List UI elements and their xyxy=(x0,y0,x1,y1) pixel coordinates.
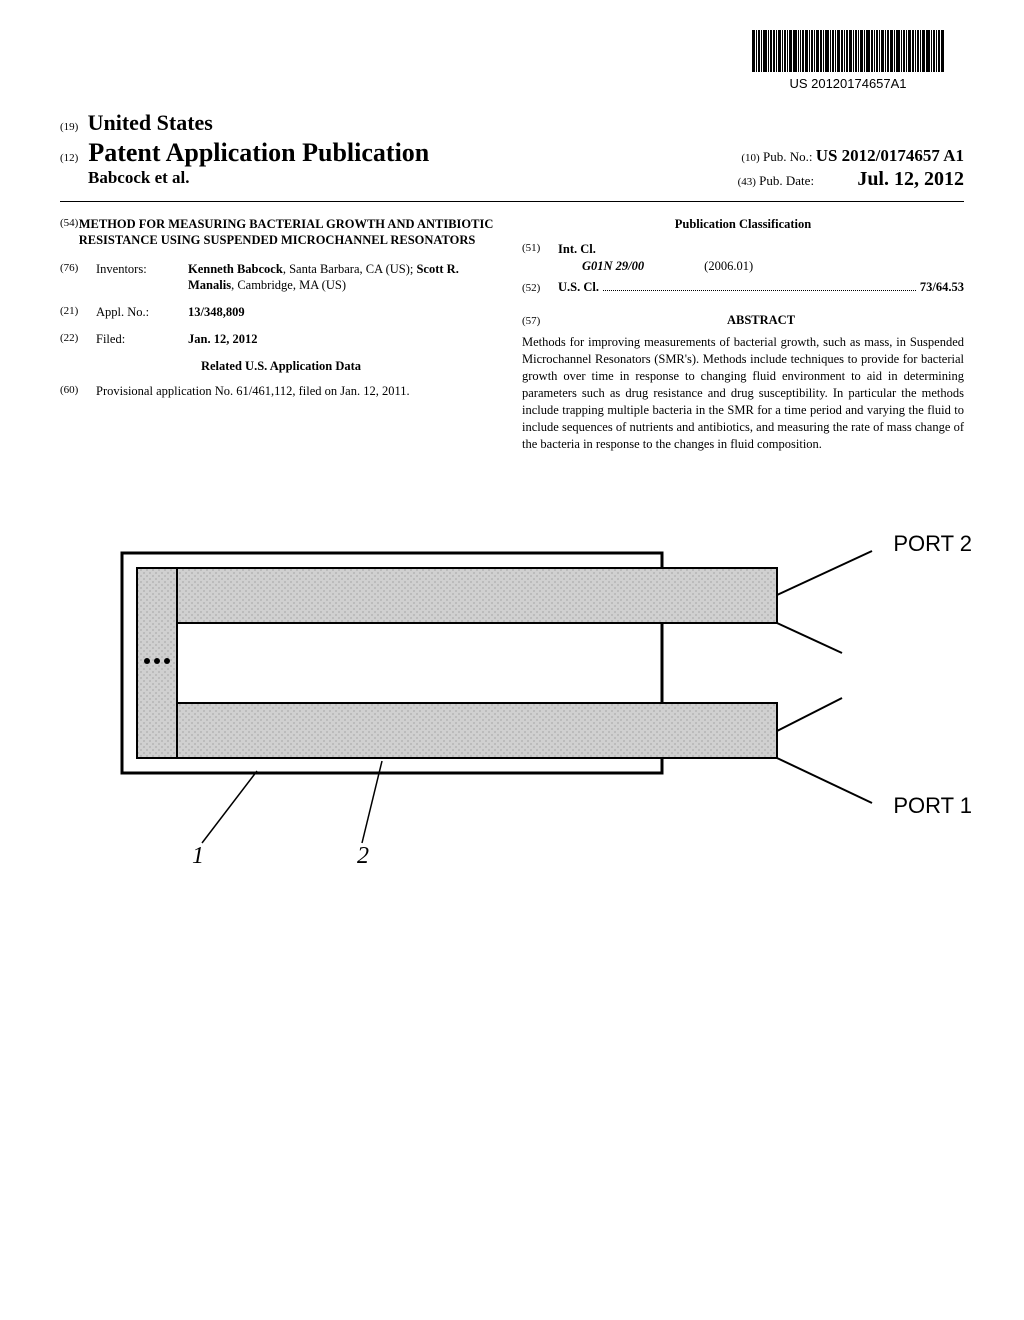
intl-num: (51) xyxy=(522,241,558,258)
two-column-body: (54) METHOD FOR MEASURING BACTERIAL GROW… xyxy=(60,216,964,453)
authors: Babcock et al. xyxy=(88,168,190,191)
abstract-num: (57) xyxy=(522,314,558,329)
pub-code: (12) xyxy=(60,152,78,164)
inventor-names: Kenneth Babcock, Santa Barbara, CA (US);… xyxy=(188,261,502,295)
invention-title: METHOD FOR MEASURING BACTERIAL GROWTH AN… xyxy=(79,216,502,249)
date-code: (43) xyxy=(738,176,756,188)
us-class-row: (52) U.S. Cl. 73/64.53 xyxy=(522,279,964,296)
barcode-graphic xyxy=(752,30,944,72)
abstract-body: Methods for improving measurements of ba… xyxy=(522,334,964,452)
country-code: (19) xyxy=(60,121,78,133)
filed-field: (22) Filed: Jan. 12, 2012 xyxy=(60,331,502,348)
country-line: (19) United States xyxy=(60,110,964,136)
intl-class-row: (51) Int. Cl. xyxy=(522,241,964,258)
port2-label: PORT 2 xyxy=(893,531,972,557)
intl-code: G01N 29/00 xyxy=(582,258,644,275)
related-text: Provisional application No. 61/461,112, … xyxy=(96,383,502,400)
pub-date: Jul. 12, 2012 xyxy=(857,168,964,190)
publication-line: (12) Patent Application Publication (10)… xyxy=(60,138,964,168)
intl-year: (2006.01) xyxy=(704,258,753,275)
appl-num-code: (21) xyxy=(60,304,96,321)
svg-text:1: 1 xyxy=(192,843,204,869)
related-header: Related U.S. Application Data xyxy=(60,358,502,375)
related-field: (60) Provisional application No. 61/461,… xyxy=(60,383,502,400)
inventors-label: Inventors: xyxy=(96,261,188,295)
abstract-header-row: (57) ABSTRACT xyxy=(522,304,964,335)
filed-label: Filed: xyxy=(96,331,188,348)
inventors-num: (76) xyxy=(60,261,96,295)
svg-text:2: 2 xyxy=(357,843,369,869)
us-class-val: 73/64.53 xyxy=(920,279,964,296)
dotted-leader xyxy=(603,290,916,291)
appl-field: (21) Appl. No.: 13/348,809 xyxy=(60,304,502,321)
figure-svg: 1 2 xyxy=(62,533,962,893)
pub-title: Patent Application Publication xyxy=(88,138,429,167)
figure: 1 2 PORT 2 PORT 1 xyxy=(62,533,962,893)
us-num: (52) xyxy=(522,281,558,296)
classification-header: Publication Classification xyxy=(522,216,964,233)
filed-date: Jan. 12, 2012 xyxy=(188,331,502,348)
barcode-text: US 20120174657A1 xyxy=(752,76,944,91)
inventors-field: (76) Inventors: Kenneth Babcock, Santa B… xyxy=(60,261,502,295)
port1-label: PORT 1 xyxy=(893,793,972,819)
appl-label: Appl. No.: xyxy=(96,304,188,321)
divider xyxy=(60,201,964,202)
intl-code-row: G01N 29/00 (2006.01) xyxy=(522,258,964,275)
related-num: (60) xyxy=(60,383,96,400)
title-field: (54) METHOD FOR MEASURING BACTERIAL GROW… xyxy=(60,216,502,249)
right-column: Publication Classification (51) Int. Cl.… xyxy=(522,216,964,453)
filed-num: (22) xyxy=(60,331,96,348)
country-name: United States xyxy=(88,110,213,135)
barcode-block: US 20120174657A1 xyxy=(752,30,944,91)
title-num: (54) xyxy=(60,216,79,249)
pub-no-label: Pub. No.: xyxy=(763,149,812,164)
header: (19) United States (12) Patent Applicati… xyxy=(60,110,964,191)
date-label: Pub. Date: xyxy=(759,173,814,188)
pub-no: US 2012/0174657 A1 xyxy=(816,146,964,165)
left-column: (54) METHOD FOR MEASURING BACTERIAL GROW… xyxy=(60,216,502,453)
author-line: Babcock et al. (43) Pub. Date: Jul. 12, … xyxy=(60,168,964,191)
abstract-label: ABSTRACT xyxy=(558,312,964,329)
us-label: U.S. Cl. xyxy=(558,279,599,296)
pub-no-code: (10) xyxy=(741,152,759,164)
appl-no: 13/348,809 xyxy=(188,304,502,321)
intl-label: Int. Cl. xyxy=(558,241,618,258)
